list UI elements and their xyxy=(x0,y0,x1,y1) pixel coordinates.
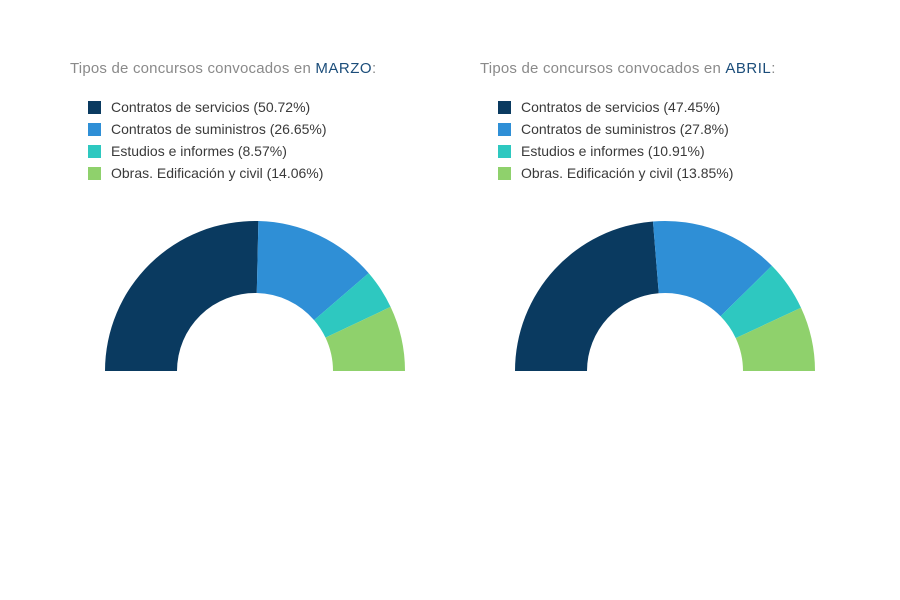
panel-abril: Tipos de concursos convocados en ABRIL: … xyxy=(480,60,850,386)
legend-item: Contratos de suministros (27.8%) xyxy=(498,121,850,137)
half-donut-chart xyxy=(95,216,415,386)
panel-title: Tipos de concursos convocados en ABRIL: xyxy=(480,60,850,77)
legend-swatch xyxy=(88,101,101,114)
chart-holder xyxy=(70,216,440,386)
legend-item: Estudios e informes (10.91%) xyxy=(498,143,850,159)
legend-swatch xyxy=(498,101,511,114)
legend-item: Estudios e informes (8.57%) xyxy=(88,143,440,159)
legend-item: Contratos de servicios (50.72%) xyxy=(88,99,440,115)
charts-row: Tipos de concursos convocados en MARZO: … xyxy=(0,0,900,386)
panel-title: Tipos de concursos convocados en MARZO: xyxy=(70,60,440,77)
legend-item: Obras. Edificación y civil (14.06%) xyxy=(88,165,440,181)
legend-item: Contratos de suministros (26.65%) xyxy=(88,121,440,137)
legend-label: Contratos de servicios (50.72%) xyxy=(111,99,310,115)
legend: Contratos de servicios (50.72%) Contrato… xyxy=(70,99,440,181)
legend-item: Obras. Edificación y civil (13.85%) xyxy=(498,165,850,181)
title-prefix: Tipos de concursos convocados en xyxy=(70,60,315,77)
half-donut-chart xyxy=(505,216,825,386)
title-month: ABRIL xyxy=(725,60,771,77)
donut-slice xyxy=(105,221,258,371)
legend-item: Contratos de servicios (47.45%) xyxy=(498,99,850,115)
legend: Contratos de servicios (47.45%) Contrato… xyxy=(480,99,850,181)
legend-swatch xyxy=(88,167,101,180)
legend-label: Contratos de servicios (47.45%) xyxy=(521,99,720,115)
title-prefix: Tipos de concursos convocados en xyxy=(480,60,725,77)
donut-slice xyxy=(515,221,659,371)
legend-swatch xyxy=(88,123,101,136)
title-month: MARZO xyxy=(315,60,372,77)
legend-label: Obras. Edificación y civil (13.85%) xyxy=(521,165,733,181)
donut-slices xyxy=(105,221,405,371)
legend-swatch xyxy=(498,123,511,136)
legend-swatch xyxy=(498,167,511,180)
legend-swatch xyxy=(498,145,511,158)
legend-swatch xyxy=(88,145,101,158)
legend-label: Estudios e informes (8.57%) xyxy=(111,143,287,159)
donut-slices xyxy=(515,221,815,371)
legend-label: Contratos de suministros (26.65%) xyxy=(111,121,327,137)
legend-label: Estudios e informes (10.91%) xyxy=(521,143,705,159)
legend-label: Contratos de suministros (27.8%) xyxy=(521,121,729,137)
panel-marzo: Tipos de concursos convocados en MARZO: … xyxy=(70,60,440,386)
legend-label: Obras. Edificación y civil (14.06%) xyxy=(111,165,323,181)
chart-holder xyxy=(480,216,850,386)
